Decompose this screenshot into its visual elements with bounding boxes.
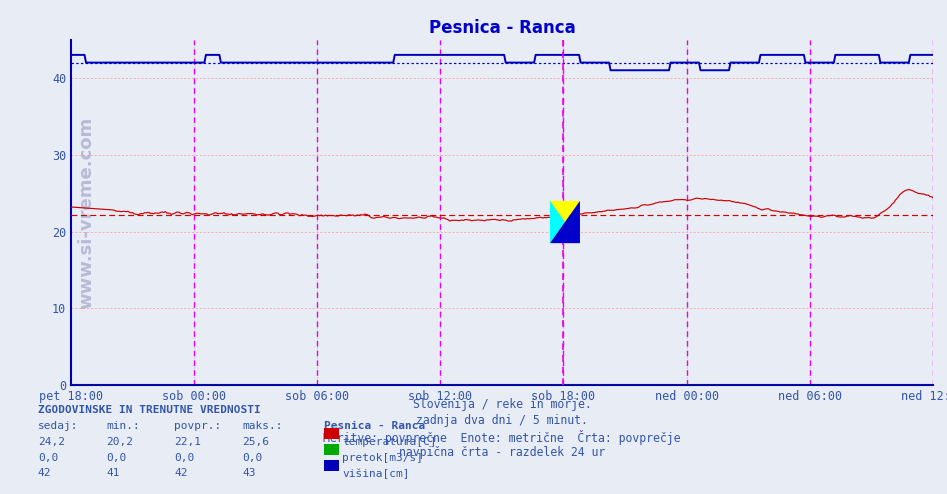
Text: 20,2: 20,2 [106, 437, 134, 447]
Text: min.:: min.: [106, 421, 140, 431]
Text: ZGODOVINSKE IN TRENUTNE VREDNOSTI: ZGODOVINSKE IN TRENUTNE VREDNOSTI [38, 405, 260, 415]
Text: www.si-vreme.com: www.si-vreme.com [78, 116, 96, 309]
Text: 0,0: 0,0 [174, 453, 194, 462]
Title: Pesnica - Ranca: Pesnica - Ranca [429, 19, 575, 37]
Text: Slovenija / reke in morje.: Slovenija / reke in morje. [413, 398, 591, 411]
Polygon shape [550, 201, 565, 243]
Text: sedaj:: sedaj: [38, 421, 79, 431]
Text: 24,2: 24,2 [38, 437, 65, 447]
Text: temperatura[C]: temperatura[C] [342, 437, 437, 447]
Text: navpična črta - razdelek 24 ur: navpična črta - razdelek 24 ur [399, 446, 605, 458]
Text: pretok[m3/s]: pretok[m3/s] [342, 453, 423, 462]
Text: 22,1: 22,1 [174, 437, 202, 447]
Text: 0,0: 0,0 [106, 453, 126, 462]
Text: 43: 43 [242, 468, 256, 478]
Polygon shape [550, 201, 580, 243]
Text: 25,6: 25,6 [242, 437, 270, 447]
Text: maks.:: maks.: [242, 421, 283, 431]
Text: Meritve: povprečne  Enote: metrične  Črta: povprečje: Meritve: povprečne Enote: metrične Črta:… [323, 430, 681, 445]
Text: 0,0: 0,0 [242, 453, 262, 462]
Text: povpr.:: povpr.: [174, 421, 222, 431]
Text: zadnja dva dni / 5 minut.: zadnja dva dni / 5 minut. [416, 414, 588, 427]
Text: 42: 42 [174, 468, 188, 478]
Text: Pesnica - Ranca: Pesnica - Ranca [324, 421, 425, 431]
Text: 41: 41 [106, 468, 119, 478]
Text: 42: 42 [38, 468, 51, 478]
Text: 0,0: 0,0 [38, 453, 58, 462]
Text: višina[cm]: višina[cm] [342, 468, 410, 479]
Polygon shape [550, 201, 580, 243]
